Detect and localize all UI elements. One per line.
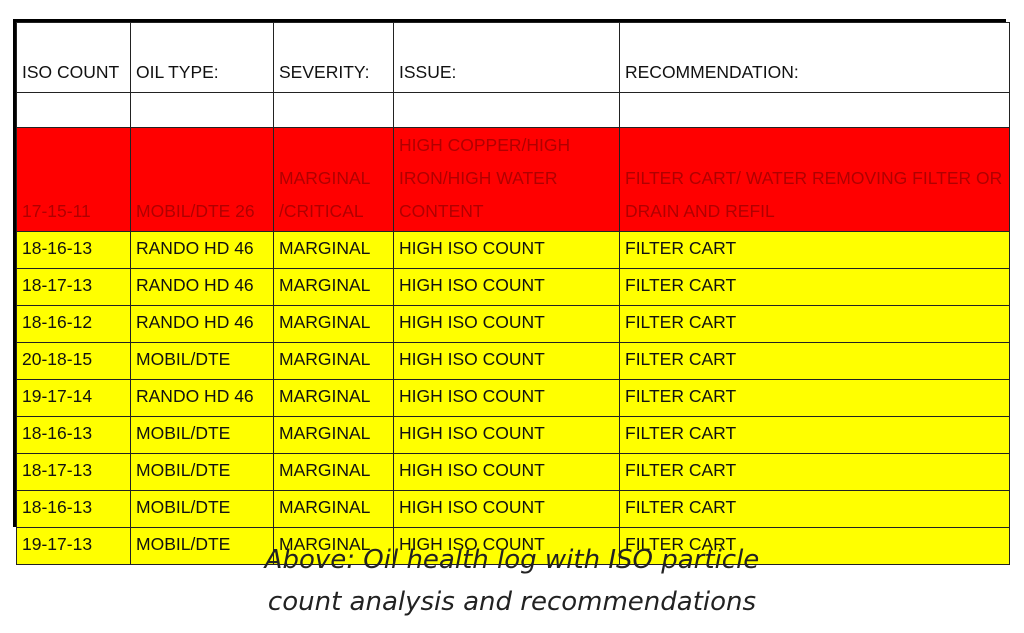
cell-severity: MARGINAL [273,490,394,528]
critical-recommendation: FILTER CART/ WATER REMOVING FILTER OR DR… [619,127,1010,232]
cell-severity: MARGINAL [273,342,394,380]
critical-iso-count: 17-15-11 [16,127,131,232]
cell-oil-type: MOBIL/DTE [130,490,274,528]
critical-oil-type: MOBIL/DTE 26 [130,127,274,232]
header-issue-label: ISSUE: [399,62,457,82]
cell-severity: MARGINAL [273,416,394,454]
cell-severity: MARGINAL [273,379,394,417]
cell-oil-type: MOBIL/DTE [130,453,274,491]
header-recommendation-label: RECOMMENDATION: [625,62,799,82]
cell-severity: MARGINAL [273,231,394,269]
header-oil-type: OIL TYPE: [130,22,274,93]
cell-recommendation: FILTER CART [619,416,1010,454]
spacer-cell [393,92,620,128]
header-issue: ISSUE: [393,22,620,93]
cell-oil-type: MOBIL/DTE [130,342,274,380]
header-oil-type-label: OIL TYPE: [136,62,219,82]
cell-severity: MARGINAL [273,305,394,343]
cell-recommendation: FILTER CART [619,453,1010,491]
cell-issue: HIGH ISO COUNT [393,453,620,491]
table-row: 20-18-15 MOBIL/DTE MARGINAL HIGH ISO COUNT F… [16,342,1010,380]
table-row: 18-16-13 MOBIL/DTE MARGINAL HIGH ISO COUNT F… [16,490,1010,528]
cell-recommendation: FILTER CART [619,527,1010,565]
cell-recommendation: FILTER CART [619,342,1010,380]
cell-issue: HIGH ISO COUNT [393,527,620,565]
critical-row: 17-15-11 MOBIL/DTE 26 MARGINAL /CRITICAL… [16,127,1010,232]
cell-recommendation: FILTER CART [619,490,1010,528]
cell-severity: MARGINAL [273,268,394,306]
cell-issue: HIGH ISO COUNT [393,416,620,454]
critical-issue: HIGH COPPER/HIGH IRON/HIGH WATER CONTENT [393,127,620,232]
cell-issue: HIGH ISO COUNT [393,231,620,269]
spacer-cell [273,92,394,128]
oil-health-grid: ISO COUNT OIL TYPE: SEVERITY: ISSUE: REC… [16,22,1010,565]
cell-severity: MARGINAL [273,453,394,491]
cell-iso-count: 18-16-13 [16,490,131,528]
spacer-row [16,92,1010,128]
cell-oil-type: RANDO HD 46 [130,379,274,417]
cell-oil-type: RANDO HD 46 [130,268,274,306]
cell-iso-count: 18-16-13 [16,231,131,269]
spacer-cell [619,92,1010,128]
cell-recommendation: FILTER CART [619,231,1010,269]
critical-severity: MARGINAL /CRITICAL [273,127,394,232]
cell-issue: HIGH ISO COUNT [393,305,620,343]
cell-iso-count: 18-17-13 [16,268,131,306]
table-row: 18-16-13 RANDO HD 46 MARGINAL HIGH ISO COUN… [16,231,1010,269]
header-row: ISO COUNT OIL TYPE: SEVERITY: ISSUE: REC… [16,22,1010,93]
header-iso-count-label: ISO COUNT [22,62,120,82]
cell-iso-count: 18-16-12 [16,305,131,343]
header-severity-label: SEVERITY: [279,62,370,82]
cell-iso-count: 19-17-14 [16,379,131,417]
cell-issue: HIGH ISO COUNT [393,268,620,306]
spacer-cell [130,92,274,128]
cell-recommendation: FILTER CART [619,305,1010,343]
cell-issue: HIGH ISO COUNT [393,490,620,528]
spacer-cell [16,92,131,128]
caption-line-2: count analysis and recommendations [267,587,757,617]
table-row: 18-16-12 RANDO HD 46 MARGINAL HIGH ISO COUN… [16,305,1010,343]
cell-recommendation: FILTER CART [619,268,1010,306]
table-row: 18-17-13 RANDO HD 46 MARGINAL HIGH ISO COUN… [16,268,1010,306]
table-row: 19-17-14 RANDO HD 46 MARGINAL HIGH ISO COUN… [16,379,1010,417]
cell-iso-count: 19-17-13 [16,527,131,565]
cell-issue: HIGH ISO COUNT [393,342,620,380]
cell-recommendation: FILTER CART [619,379,1010,417]
oil-health-table: ISO COUNT OIL TYPE: SEVERITY: ISSUE: REC… [13,19,1010,565]
cell-oil-type: MOBIL/DTE [130,416,274,454]
cell-iso-count: 18-16-13 [16,416,131,454]
header-iso-count: ISO COUNT [16,22,131,93]
header-recommendation: RECOMMENDATION: [619,22,1010,93]
cell-oil-type: RANDO HD 46 [130,305,274,343]
cell-oil-type: RANDO HD 46 [130,231,274,269]
table-row: 18-17-13 MOBIL/DTE MARGINAL HIGH ISO COUNT F… [16,453,1010,491]
cell-iso-count: 18-17-13 [16,453,131,491]
cell-iso-count: 20-18-15 [16,342,131,380]
caption-line-1: Above: Oil health log with ISO particle [264,545,760,575]
cell-severity: MARGINAL [273,527,394,565]
table-body: ISO COUNT OIL TYPE: SEVERITY: ISSUE: REC… [16,22,1010,565]
header-severity: SEVERITY: [273,22,394,93]
table-row: 18-16-13 MOBIL/DTE MARGINAL HIGH ISO COUNT F… [16,416,1010,454]
cell-issue: HIGH ISO COUNT [393,379,620,417]
table-row: 19-17-13 MOBIL/DTE MARGINAL HIGH ISO COUNT F… [16,527,1010,565]
